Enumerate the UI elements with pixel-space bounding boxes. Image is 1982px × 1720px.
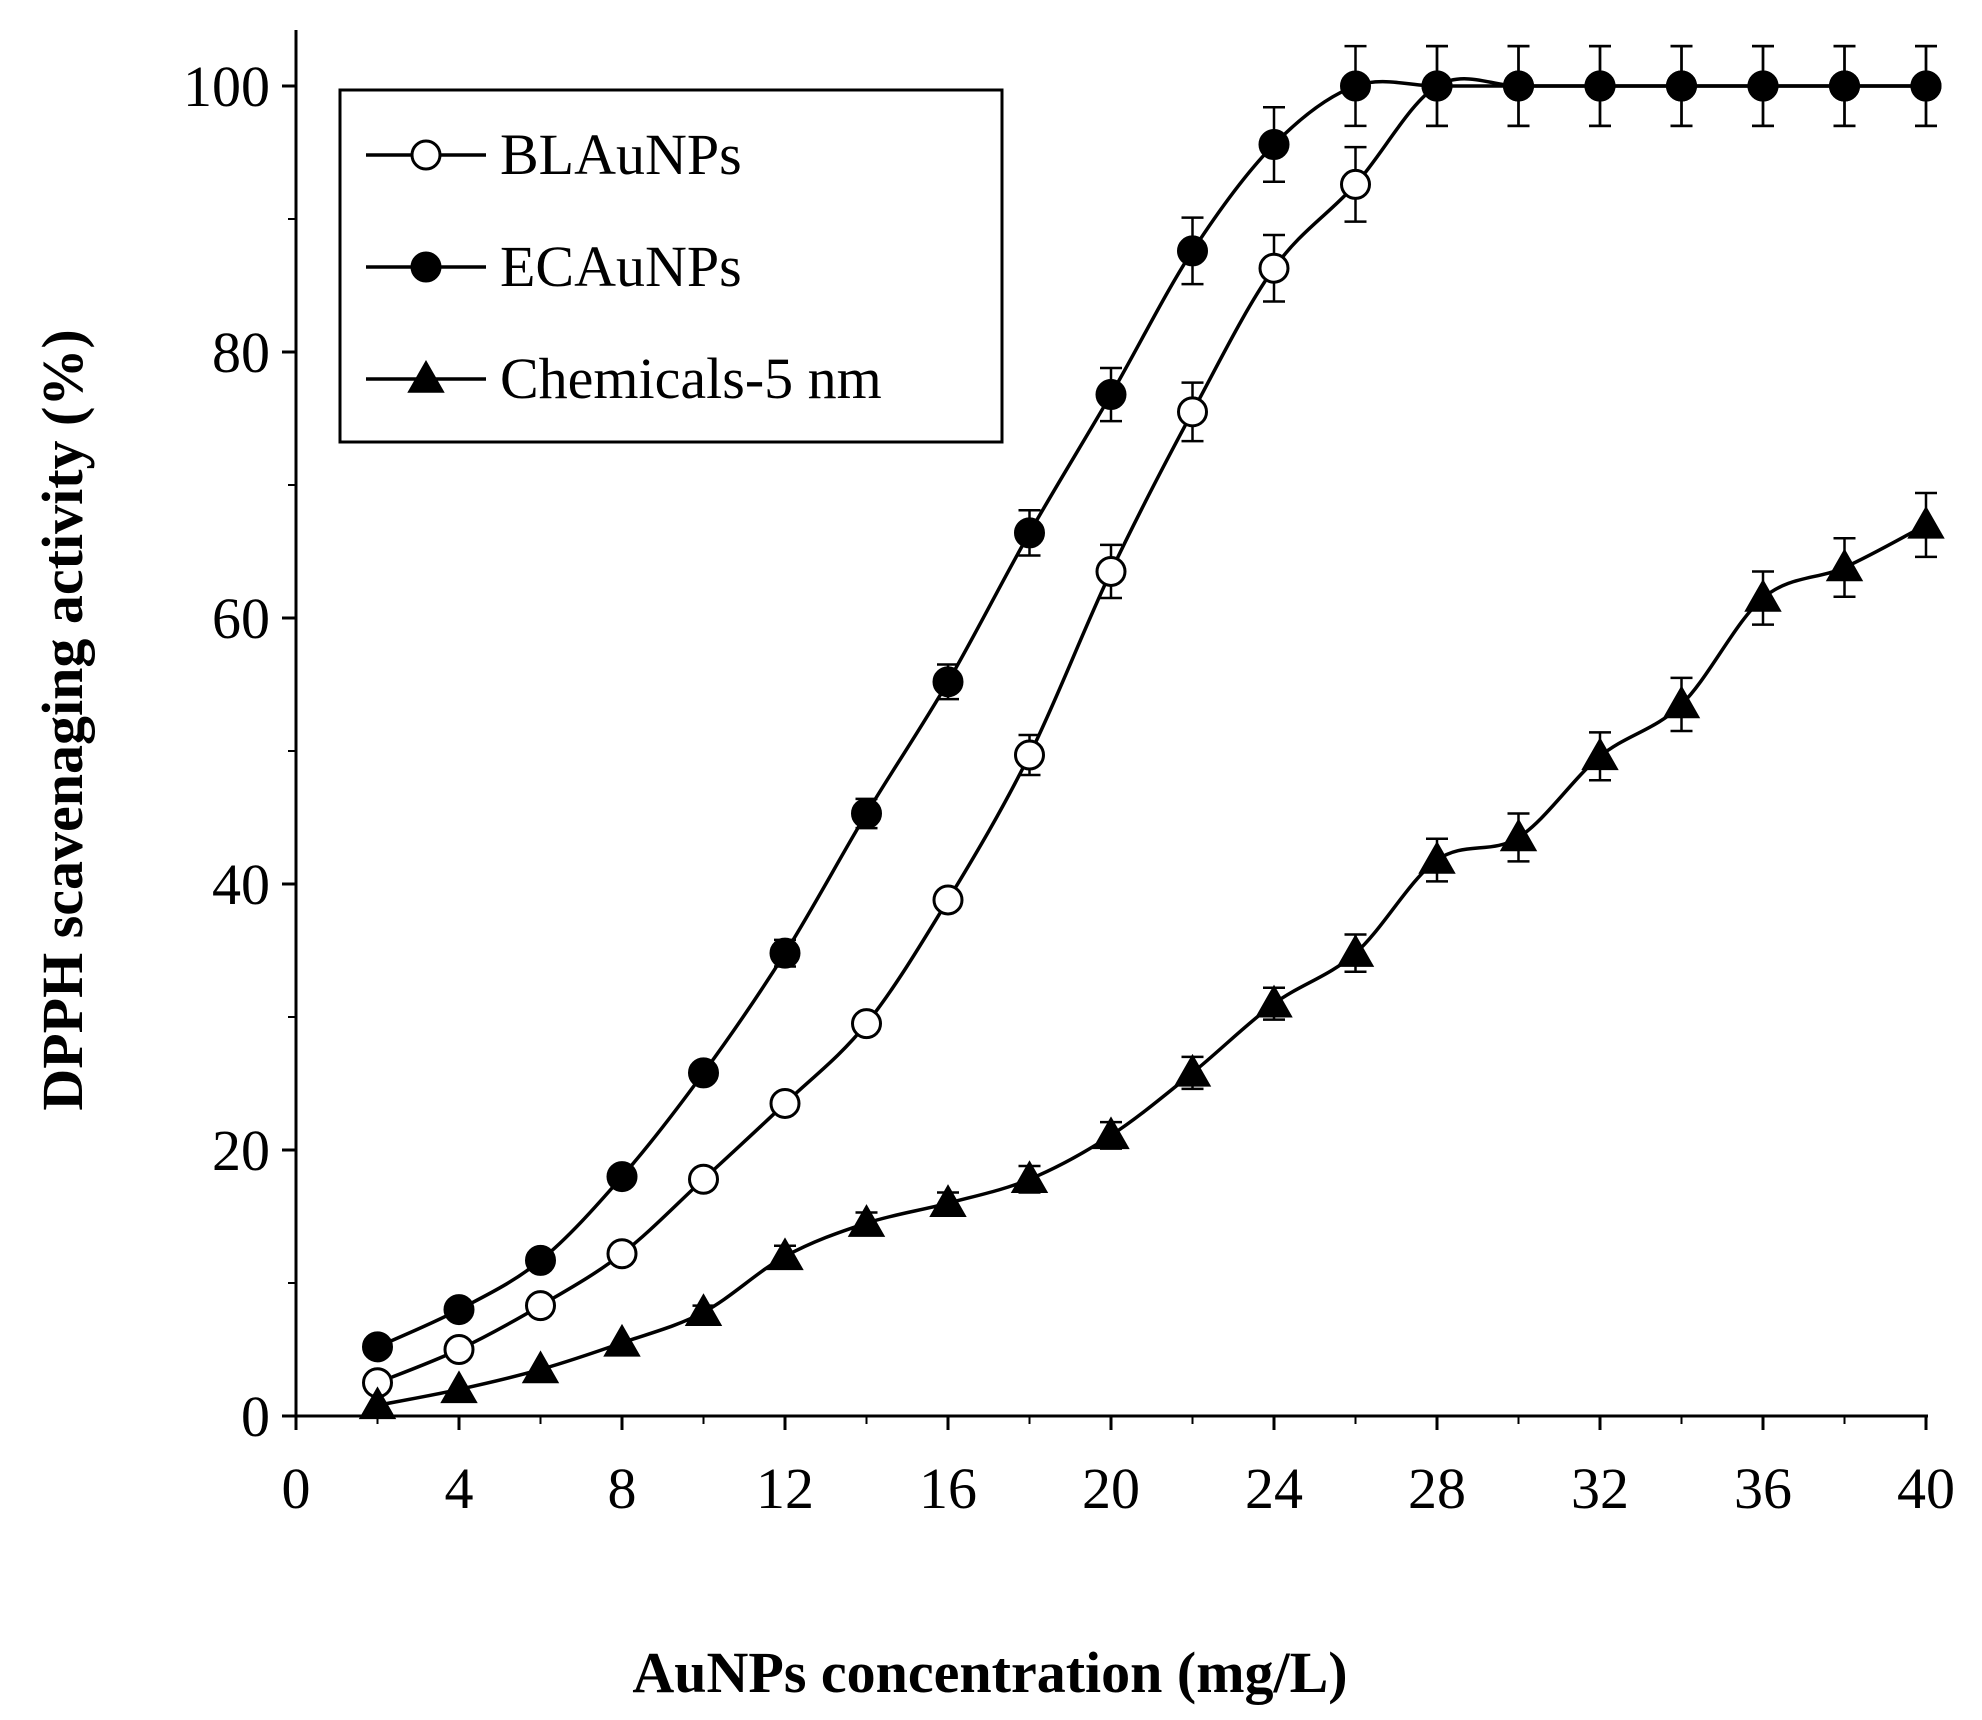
data-point-blaunps [1177,396,1208,428]
data-point-chemicals [1255,984,1293,1018]
data-point-chemicals [929,1184,967,1217]
data-point-ecaunps [1666,70,1697,102]
data-point-chemicals [1092,1116,1130,1150]
data-point-ecaunps [1584,70,1616,102]
x-tick-label: 36 [1734,1456,1792,1521]
data-point-blaunps [932,884,964,916]
x-tick-label: 0 [282,1456,311,1521]
data-point-blaunps [1095,555,1127,587]
data-point-chemicals [1744,579,1782,612]
data-point-ecaunps [1258,129,1290,161]
data-point-chemicals [1173,1053,1212,1087]
series-line-chemicals [377,523,1927,1408]
x-tick-label: 20 [1082,1456,1140,1521]
data-point-ecaunps [443,1294,475,1326]
data-point-ecaunps [1747,70,1779,102]
data-point-ecaunps [851,798,882,830]
y-tick-label: 60 [212,586,270,651]
data-point-chemicals [1418,841,1456,874]
data-point-ecaunps [688,1057,719,1089]
data-point-ecaunps [769,937,801,969]
legend: BLAuNPs ECAuNPs Chemicals-5 nm [338,88,1004,444]
data-point-chemicals [1010,1160,1049,1194]
data-point-chemicals [440,1370,478,1404]
data-point-blaunps [851,1008,882,1040]
y-tick-label: 80 [212,320,270,385]
data-point-chemicals [1581,737,1619,771]
y-tick-label: 0 [241,1384,270,1449]
y-tick-label: 20 [212,1118,270,1183]
legend-marker-chemicals [407,359,445,393]
x-axis-title: AuNPs concentration (mg/L) [632,1640,1347,1705]
chart-markers [358,70,1945,1420]
legend-label-ecaunps: ECAuNPs [500,234,742,299]
data-point-ecaunps [1421,70,1453,102]
data-point-blaunps [769,1087,801,1119]
legend-label-chemicals: Chemicals-5 nm [500,346,882,411]
legend-marker-blaunps [410,139,442,171]
x-tick-label: 16 [919,1456,977,1521]
data-point-ecaunps [525,1244,556,1276]
data-point-chemicals [1336,934,1375,967]
data-point-chemicals [1662,685,1701,719]
y-tick-label: 100 [183,54,270,119]
x-tick-label: 12 [756,1456,814,1521]
x-tick-label: 8 [608,1456,637,1521]
data-point-blaunps [443,1334,475,1365]
data-point-ecaunps [1910,70,1942,102]
data-point-chemicals [358,1386,397,1420]
data-point-blaunps [1258,252,1290,284]
data-point-blaunps [688,1163,719,1195]
legend-items [366,139,486,393]
x-tick-label: 28 [1408,1456,1466,1521]
data-point-blaunps [606,1238,638,1270]
data-point-blaunps [525,1290,556,1322]
data-point-chemicals [1499,818,1538,852]
data-point-chemicals [684,1293,723,1327]
data-point-blaunps [1014,739,1045,771]
data-point-ecaunps [606,1161,638,1193]
x-tick-label: 40 [1897,1456,1955,1521]
chart-axes: 0 4 8 12 16 20 24 28 32 36 40 0 20 40 60 80 100 [183,30,1955,1521]
data-point-chemicals [847,1204,886,1237]
data-point-ecaunps [932,666,964,698]
data-point-ecaunps [1014,517,1045,549]
data-point-chemicals [1825,548,1864,582]
data-point-ecaunps [1177,235,1208,267]
x-tick-label: 24 [1245,1456,1303,1521]
legend-label-blaunps: BLAuNPs [500,122,742,187]
x-tick-label: 4 [445,1456,474,1521]
y-tick-label: 40 [212,852,270,917]
data-point-ecaunps [1095,379,1127,411]
data-point-ecaunps [1829,70,1860,102]
data-point-ecaunps [362,1331,393,1363]
y-axis-title: DPPH scavenaging activity (%) [30,329,95,1110]
data-point-ecaunps [1340,70,1371,102]
data-point-chemicals [766,1237,804,1271]
data-point-chemicals [1907,505,1945,539]
data-point-chemicals [521,1350,560,1384]
x-tick-label: 32 [1571,1456,1629,1521]
legend-marker-ecaunps [410,251,442,283]
data-point-chemicals [603,1323,641,1357]
data-point-ecaunps [1503,70,1534,102]
data-point-blaunps [1340,168,1371,200]
